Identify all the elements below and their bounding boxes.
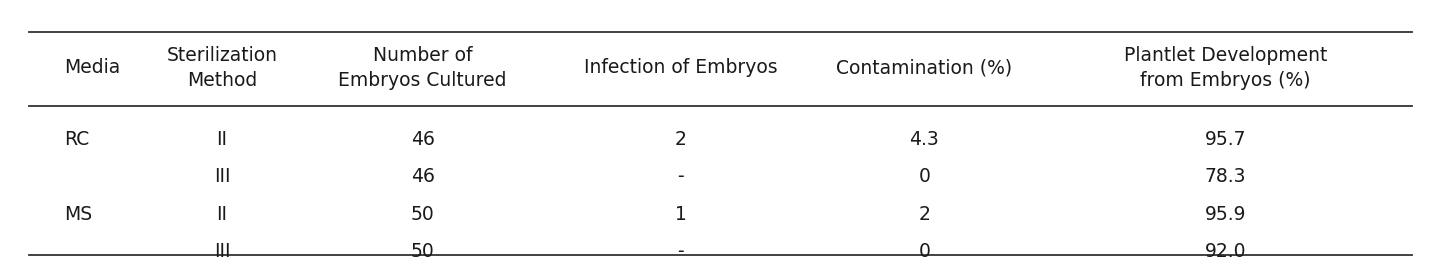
Text: 92.0: 92.0 xyxy=(1205,242,1245,261)
Text: 95.9: 95.9 xyxy=(1205,205,1245,224)
Text: 46: 46 xyxy=(411,167,434,186)
Text: 0: 0 xyxy=(919,167,930,186)
Text: Plantlet Development
from Embryos (%): Plantlet Development from Embryos (%) xyxy=(1123,46,1327,90)
Text: 2: 2 xyxy=(919,205,930,224)
Text: 2: 2 xyxy=(675,130,686,149)
Text: -: - xyxy=(678,167,684,186)
Text: 4.3: 4.3 xyxy=(910,130,939,149)
Text: 50: 50 xyxy=(411,205,434,224)
Text: RC: RC xyxy=(64,130,90,149)
Text: Media: Media xyxy=(64,58,120,77)
Text: 78.3: 78.3 xyxy=(1205,167,1245,186)
Text: III: III xyxy=(214,242,231,261)
Text: Sterilization
Method: Sterilization Method xyxy=(166,46,278,90)
Text: II: II xyxy=(216,130,228,149)
Text: -: - xyxy=(678,242,684,261)
Text: MS: MS xyxy=(64,205,93,224)
Text: 46: 46 xyxy=(411,130,434,149)
Text: 50: 50 xyxy=(411,242,434,261)
Text: 95.7: 95.7 xyxy=(1205,130,1245,149)
Text: Infection of Embryos: Infection of Embryos xyxy=(583,58,778,77)
Text: III: III xyxy=(214,167,231,186)
Text: Number of
Embryos Cultured: Number of Embryos Cultured xyxy=(338,46,507,90)
Text: 0: 0 xyxy=(919,242,930,261)
Text: 1: 1 xyxy=(675,205,686,224)
Text: Contamination (%): Contamination (%) xyxy=(837,58,1012,77)
Text: II: II xyxy=(216,205,228,224)
